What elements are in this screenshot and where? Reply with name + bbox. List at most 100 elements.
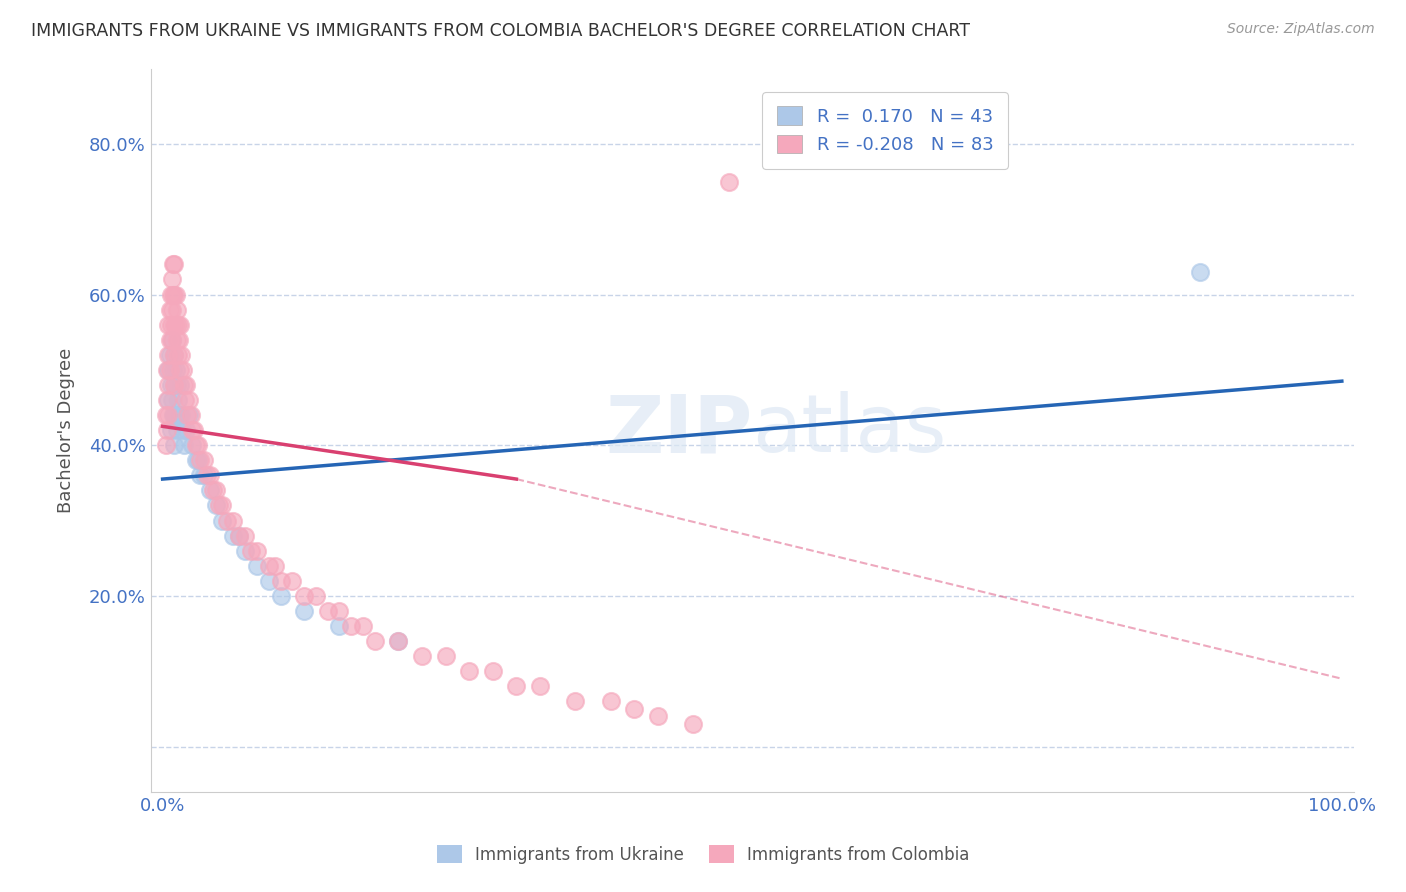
Point (166, 423, 188, 437)
Point (246, 543, 269, 558)
Point (170, 408, 193, 422)
Point (623, 702, 645, 716)
Point (204, 499, 226, 513)
Point (163, 257, 186, 271)
Point (177, 408, 200, 422)
Point (163, 438, 186, 452)
Point (682, 717, 704, 731)
Point (328, 619, 350, 633)
Point (183, 423, 205, 437)
Point (305, 589, 328, 603)
Point (159, 363, 181, 377)
Point (328, 604, 350, 618)
Text: Source: ZipAtlas.com: Source: ZipAtlas.com (1227, 22, 1375, 37)
Point (160, 333, 183, 347)
Point (157, 378, 180, 392)
Point (163, 348, 186, 362)
Point (340, 619, 363, 633)
Point (292, 589, 315, 603)
Point (411, 649, 433, 664)
Text: atlas: atlas (752, 391, 946, 469)
Point (174, 378, 197, 392)
Point (172, 363, 194, 377)
Point (316, 604, 339, 618)
Point (155, 408, 177, 422)
Point (167, 408, 190, 422)
Text: ZIP: ZIP (605, 391, 752, 469)
Point (281, 574, 304, 588)
Point (163, 348, 186, 362)
Point (270, 589, 292, 603)
Point (174, 392, 197, 407)
Y-axis label: Bachelor's Degree: Bachelor's Degree (58, 348, 75, 513)
Point (647, 709, 669, 723)
Point (505, 679, 527, 693)
Point (160, 318, 183, 332)
Point (163, 378, 186, 392)
Point (167, 333, 190, 347)
Point (166, 378, 188, 392)
Point (181, 423, 204, 437)
Point (163, 378, 186, 392)
Legend: Immigrants from Ukraine, Immigrants from Colombia: Immigrants from Ukraine, Immigrants from… (430, 838, 976, 871)
Point (202, 483, 225, 498)
Point (170, 348, 193, 362)
Point (599, 694, 621, 708)
Point (387, 634, 409, 648)
Point (246, 558, 269, 573)
Point (165, 363, 187, 377)
Point (193, 468, 215, 483)
Point (169, 378, 191, 392)
Point (257, 558, 280, 573)
Point (257, 574, 280, 588)
Point (187, 453, 209, 467)
Point (166, 302, 188, 317)
Point (352, 619, 374, 633)
Point (193, 453, 215, 467)
Point (481, 664, 503, 678)
Point (156, 392, 179, 407)
Point (157, 408, 180, 422)
Point (217, 514, 239, 528)
Point (222, 528, 245, 542)
Point (184, 453, 207, 467)
Point (233, 543, 256, 558)
Point (162, 257, 184, 271)
Point (233, 528, 256, 542)
Point (160, 392, 183, 407)
Point (184, 438, 207, 452)
Point (188, 453, 211, 467)
Text: IMMIGRANTS FROM UKRAINE VS IMMIGRANTS FROM COLOMBIA BACHELOR'S DEGREE CORRELATIO: IMMIGRANTS FROM UKRAINE VS IMMIGRANTS FR… (31, 22, 970, 40)
Point (228, 528, 250, 542)
Point (157, 363, 180, 377)
Point (240, 543, 263, 558)
Point (208, 499, 231, 513)
Point (458, 664, 481, 678)
Point (169, 363, 191, 377)
Point (156, 423, 179, 437)
Point (181, 438, 204, 452)
Point (228, 528, 250, 542)
Legend: R =  0.170   N = 43, R = -0.208   N = 83: R = 0.170 N = 43, R = -0.208 N = 83 (762, 92, 1008, 169)
Point (159, 302, 181, 317)
Point (165, 287, 187, 301)
Point (167, 348, 190, 362)
Point (166, 333, 188, 347)
Point (174, 423, 197, 437)
Point (198, 468, 221, 483)
Point (198, 483, 221, 498)
Point (434, 649, 457, 664)
Point (159, 348, 181, 362)
Point (160, 302, 183, 317)
Point (197, 468, 219, 483)
Point (157, 318, 180, 332)
Point (156, 363, 179, 377)
Point (1189, 265, 1212, 279)
Point (172, 423, 194, 437)
Point (204, 483, 226, 498)
Point (160, 423, 183, 437)
Point (169, 318, 191, 332)
Point (167, 318, 190, 332)
Point (211, 514, 233, 528)
Point (163, 287, 186, 301)
